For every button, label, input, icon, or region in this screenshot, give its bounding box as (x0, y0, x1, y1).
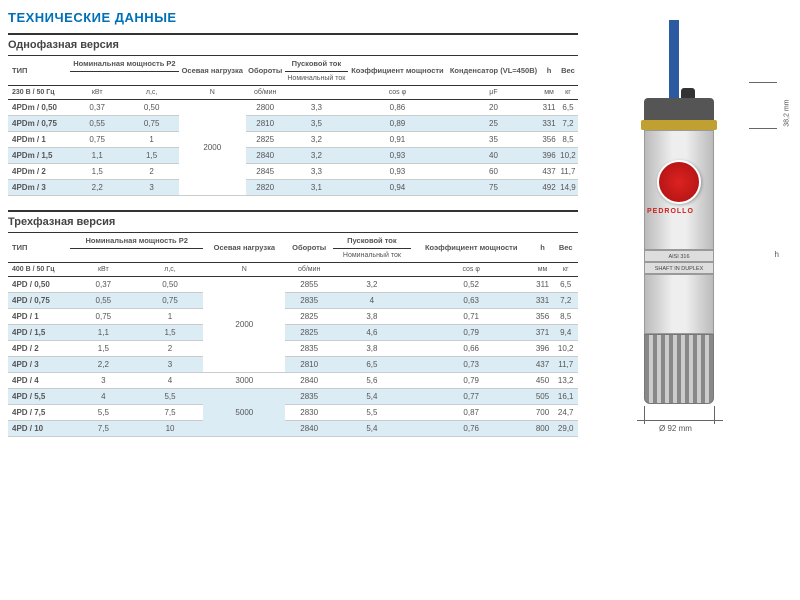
col-power: Номинальная мощность P2 (70, 233, 203, 249)
col-load: Осевая нагрузка (203, 233, 285, 263)
dim-h-label: h (775, 250, 779, 259)
brand-logo (657, 160, 701, 204)
col-h: h (540, 56, 558, 86)
dim-tick (644, 406, 645, 424)
col-cap: Конденсатор (VL=450B) (447, 56, 540, 86)
table-row: 4PDm / 32,2328203,10,947549214,9 (8, 180, 578, 196)
voltage-row: 230 В / 50 Гц (8, 86, 70, 100)
col-start-current: Пусковой ток (333, 233, 411, 249)
col-cos: Коэффициент мощности (348, 56, 447, 86)
col-start-current: Пусковой ток (285, 56, 348, 72)
table-row: 4PD / 32,2328106,50,7343711,7 (8, 357, 578, 373)
tables-panel: ТЕХНИЧЕСКИЕ ДАННЫЕ Однофазная версия ТИП… (8, 10, 578, 490)
pump-cap (644, 98, 714, 120)
dim-line (637, 420, 723, 421)
table-row: 4PDm / 21,5228453,30,936043711,7 (8, 164, 578, 180)
col-weight: Вес (558, 56, 578, 86)
section-three-phase: Трехфазная версия (8, 210, 578, 233)
table-row: 4PD / 21,5228353,80,6639610,2 (8, 341, 578, 357)
pump-label-2: SHAFT IN DUPLEX (644, 262, 714, 274)
dim-diameter-label: Ø 92 mm (659, 424, 692, 433)
brand-name: PEDROLLO (647, 208, 694, 215)
col-type: ТИП (8, 56, 70, 86)
col-h: h (532, 233, 554, 263)
col-weight: Вес (553, 233, 578, 263)
table-row: 4PDm / 0,750,550,7528103,50,89253317,2 (8, 116, 578, 132)
table-row: 4PD / 1,51,11,528254,60,793719,4 (8, 325, 578, 341)
table-row: 4PD / 434300028405,60,7945013,2 (8, 373, 578, 389)
col-rpm: Обороты (285, 233, 333, 263)
pump-body-lower (644, 274, 714, 334)
col-cos: Коэффициент мощности (411, 233, 532, 263)
section-single-phase: Однофазная версия (8, 33, 578, 56)
col-type: ТИП (8, 233, 70, 263)
table-row: 4PD / 5,545,5500028355,40,7750516,1 (8, 389, 578, 405)
dim-line (749, 82, 777, 83)
pump-ring (641, 120, 717, 130)
col-power: Номинальная мощность P2 (70, 56, 179, 72)
pump-cable (669, 20, 679, 100)
table-row: 4PDm / 10,75128253,20,91353568,5 (8, 132, 578, 148)
table-single-phase: ТИП Номинальная мощность P2 Осевая нагру… (8, 56, 578, 196)
table-row: 4PDm / 1,51,11,528403,20,934039610,2 (8, 148, 578, 164)
table-three-phase: ТИП Номинальная мощность P2 Осевая нагру… (8, 233, 578, 437)
page-title: ТЕХНИЧЕСКИЕ ДАННЫЕ (8, 10, 578, 25)
dim-line (749, 128, 777, 129)
pump-diagram: PEDROLLO AISI 316 SHAFT IN DUPLEX 38,2 m… (586, 10, 792, 490)
dim-top-label: 38,2 mm (784, 100, 791, 127)
pump-label-1: AISI 316 (644, 250, 714, 262)
table-row: 4PD / 7,55,57,528305,50,8770024,7 (8, 405, 578, 421)
table-row: 4PDm / 0,500,370,50200028003,30,86203116… (8, 100, 578, 116)
pump-strainer (644, 334, 714, 404)
table-row: 4PD / 0,750,550,75283540,633317,2 (8, 293, 578, 309)
col-nom-current: Номинальный ток (285, 72, 348, 86)
col-nom-current: Номинальный ток (333, 249, 411, 263)
dim-tick (714, 406, 715, 424)
table-row: 4PD / 0,500,370,50200028553,20,523116,5 (8, 277, 578, 293)
col-load: Осевая нагрузка (179, 56, 246, 86)
voltage-row: 400 В / 50 Гц (8, 263, 70, 277)
table-row: 4PD / 107,51028405,40,7680029,0 (8, 421, 578, 437)
col-rpm: Обороты (246, 56, 285, 86)
table-row: 4PD / 10,75128253,80,713568,5 (8, 309, 578, 325)
